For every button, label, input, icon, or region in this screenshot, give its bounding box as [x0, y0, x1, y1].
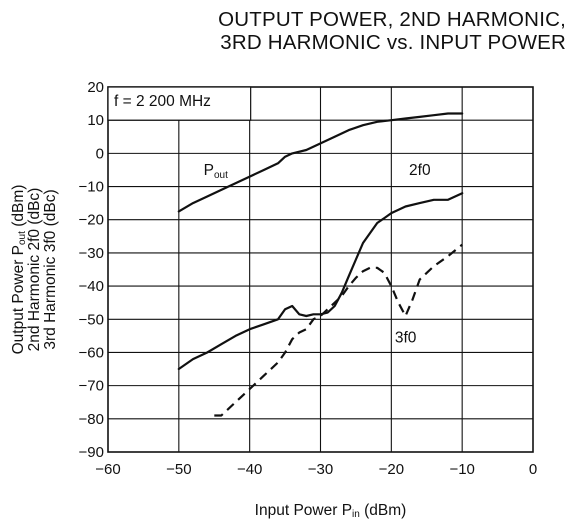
y-axis-titles: Output Power Pout (dBm) 2nd Harmonic 2f0… — [10, 185, 59, 355]
y-axis-title-line1-main: Output Power P — [10, 245, 27, 354]
y-axis-title-line2: 2nd Harmonic 2f0 (dBc) — [26, 188, 43, 352]
y-tick-label: 0 — [96, 145, 104, 162]
series-line-pout — [177, 112, 464, 213]
y-tick-label: −20 — [79, 212, 104, 229]
x-axis-title-main: Input Power P — [255, 502, 352, 519]
x-tick-label: −30 — [308, 461, 333, 478]
condition-box — [107, 86, 252, 121]
series-label-pout-sub: out — [214, 170, 228, 181]
y-axis-title-line1-unit: (dBm) — [10, 185, 27, 232]
series-lines — [177, 112, 464, 417]
y-tick-label: −30 — [79, 245, 104, 262]
chart-title-line2: 3RD HARMONIC vs. INPUT POWER — [220, 31, 566, 54]
y-tick-label: −10 — [79, 179, 104, 196]
x-tick-label: −20 — [379, 461, 404, 478]
y-axis-title-line1-sub: out — [17, 231, 28, 245]
x-axis-title-sub: in — [352, 509, 360, 520]
tick-labels: −60 −50 −40 −30 −20 −10 0 −90 −80 −70 −60 −50 −40 −30… — [79, 79, 538, 478]
y-tick-label: −80 — [79, 411, 104, 428]
series-label-2f0: 2f0 — [409, 162, 431, 179]
series-line-3f0 — [214, 243, 463, 417]
y-tick-label: −70 — [79, 378, 104, 395]
x-axis-title-unit: (dBm) — [360, 502, 407, 519]
x-tick-label: 0 — [529, 461, 537, 478]
y-tick-label: −90 — [79, 444, 104, 461]
y-axis-title-line3: 3rd Harmonic 3f0 (dBc) — [42, 189, 59, 349]
series-label-pout: Pout — [204, 162, 228, 181]
y-tick-label: −40 — [79, 278, 104, 295]
y-tick-label: −50 — [79, 311, 104, 328]
y-axis-title-line1: Output Power Pout (dBm) — [10, 185, 28, 355]
x-tick-label: −60 — [95, 461, 120, 478]
x-tick-label: −10 — [449, 461, 474, 478]
x-tick-label: −50 — [166, 461, 191, 478]
series-label-pout-main: P — [204, 162, 214, 179]
y-tick-label: −60 — [79, 344, 104, 361]
plot-frame — [107, 86, 534, 453]
chart-title-line1: OUTPUT POWER, 2ND HARMONIC, — [218, 8, 566, 31]
y-tick-label: 10 — [87, 112, 104, 129]
condition-label: f = 2 200 MHz — [114, 93, 211, 110]
series-label-3f0: 3f0 — [395, 330, 417, 347]
y-tick-label: 20 — [87, 79, 104, 96]
x-axis-title: Input Power Pin (dBm) — [255, 502, 407, 520]
x-tick-label: −40 — [237, 461, 262, 478]
grid-lines — [108, 87, 533, 452]
series-line-2f0 — [177, 192, 464, 371]
